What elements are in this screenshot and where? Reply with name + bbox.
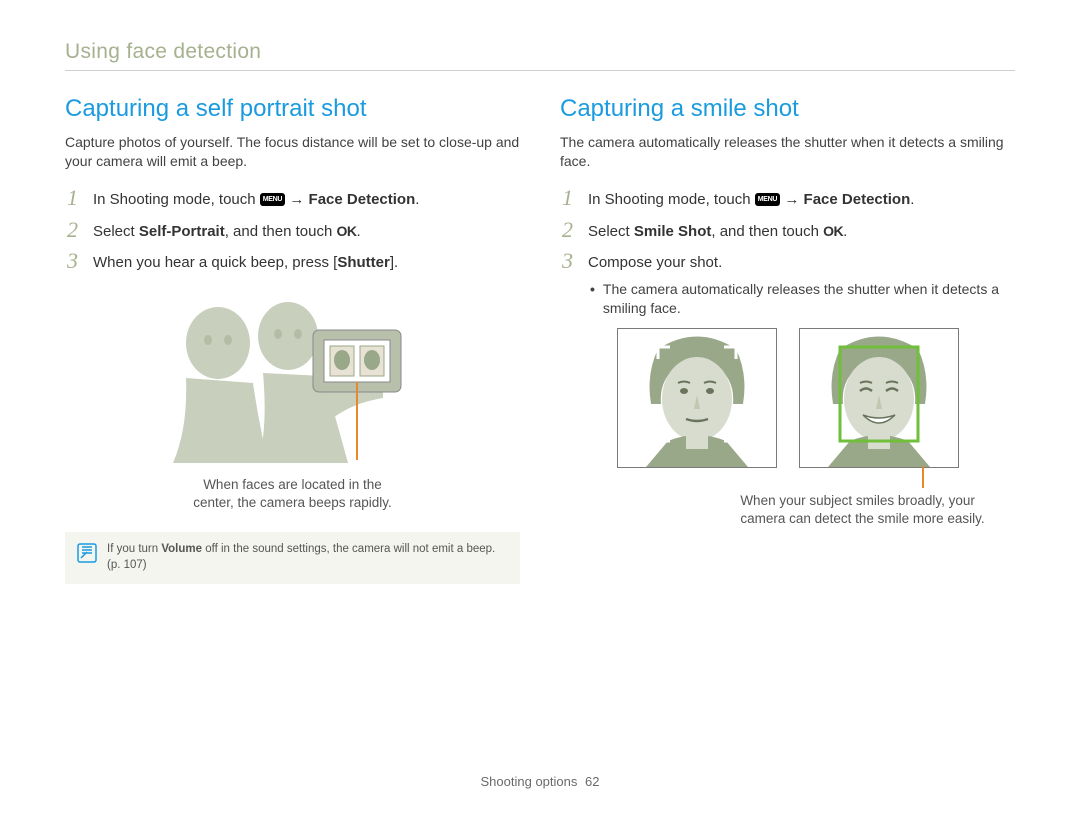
text: . <box>910 191 914 208</box>
footer-section: Shooting options <box>481 774 578 789</box>
text: → <box>285 191 308 208</box>
menu-icon: MENU <box>755 193 780 206</box>
ok-icon: OK <box>336 223 356 239</box>
text: If you turn <box>107 543 161 555</box>
left-step-1: 1 In Shooting mode, touch MENU → Face De… <box>67 189 520 211</box>
text: Select <box>93 223 139 240</box>
left-caption: When faces are located in the center, th… <box>193 476 392 512</box>
face-neutral-svg <box>618 329 776 467</box>
left-step-3: 3 When you hear a quick beep, press [Shu… <box>67 252 520 274</box>
caption-line: center, the camera beeps rapidly. <box>193 495 392 510</box>
left-step-2: 2 Select Self-Portrait, and then touch O… <box>67 221 520 243</box>
text-bold: Volume <box>161 543 202 555</box>
callout-line <box>922 466 924 488</box>
menu-icon: MENU <box>260 193 285 206</box>
step-number: 1 <box>67 187 83 209</box>
self-portrait-illustration: When faces are located in the center, th… <box>65 288 520 512</box>
right-column: Capturing a smile shot The camera automa… <box>560 95 1015 584</box>
bullet-dot: • <box>590 280 595 318</box>
footer: Shooting options 62 <box>0 774 1080 789</box>
text-bold: Self-Portrait <box>139 223 225 240</box>
text: When you hear a quick beep, press [ <box>93 254 337 271</box>
text-bold: Face Detection <box>804 191 911 208</box>
left-intro: Capture photos of yourself. The focus di… <box>65 133 520 171</box>
right-step-2: 2 Select Smile Shot, and then touch OK. <box>562 221 1015 243</box>
text: Compose your shot. <box>588 252 722 274</box>
step-number: 1 <box>562 187 578 209</box>
ok-icon: OK <box>823 223 843 239</box>
right-bullet: • The camera automatically releases the … <box>590 280 1015 318</box>
text: Select <box>588 223 634 240</box>
note-text: If you turn Volume off in the sound sett… <box>107 542 508 573</box>
step-number: 3 <box>67 250 83 272</box>
text: . <box>356 223 360 240</box>
smile-frame-smiling <box>799 328 959 468</box>
text-bold: Face Detection <box>309 191 416 208</box>
divider <box>65 70 1015 71</box>
text-bold: Smile Shot <box>634 223 712 240</box>
smile-frame-neutral <box>617 328 777 468</box>
text: In Shooting mode, touch <box>588 191 755 208</box>
text-bold: Shutter <box>337 254 390 271</box>
text: , and then touch <box>711 223 823 240</box>
right-step-3: 3 Compose your shot. <box>562 252 1015 274</box>
text: , and then touch <box>225 223 337 240</box>
smile-illustrations <box>560 328 1015 468</box>
text: ]. <box>390 254 398 271</box>
right-title: Capturing a smile shot <box>560 95 1015 123</box>
step-number: 3 <box>562 250 578 272</box>
face-smile-svg <box>800 329 958 467</box>
caption-line: When faces are located in the <box>203 477 382 492</box>
text: . <box>843 223 847 240</box>
self-portrait-svg <box>148 288 438 468</box>
note-box: If you turn Volume off in the sound sett… <box>65 532 520 583</box>
bullet-text: The camera automatically releases the sh… <box>603 280 1015 318</box>
caption-line: camera can detect the smile more easily. <box>740 511 984 526</box>
text: In Shooting mode, touch <box>93 191 260 208</box>
step-number: 2 <box>562 219 578 241</box>
breadcrumb: Using face detection <box>65 40 1015 64</box>
text: . <box>415 191 419 208</box>
step-number: 2 <box>67 219 83 241</box>
text: → <box>780 191 803 208</box>
right-intro: The camera automatically releases the sh… <box>560 133 1015 171</box>
smile-caption-wrap: When your subject smiles broadly, your c… <box>650 468 1015 528</box>
left-title: Capturing a self portrait shot <box>65 95 520 123</box>
left-column: Capturing a self portrait shot Capture p… <box>65 95 520 584</box>
right-step-1: 1 In Shooting mode, touch MENU → Face De… <box>562 189 1015 211</box>
footer-page: 62 <box>585 774 599 789</box>
caption-line: When your subject smiles broadly, your <box>740 493 975 508</box>
note-icon <box>77 543 97 563</box>
right-caption: When your subject smiles broadly, your c… <box>740 492 984 528</box>
